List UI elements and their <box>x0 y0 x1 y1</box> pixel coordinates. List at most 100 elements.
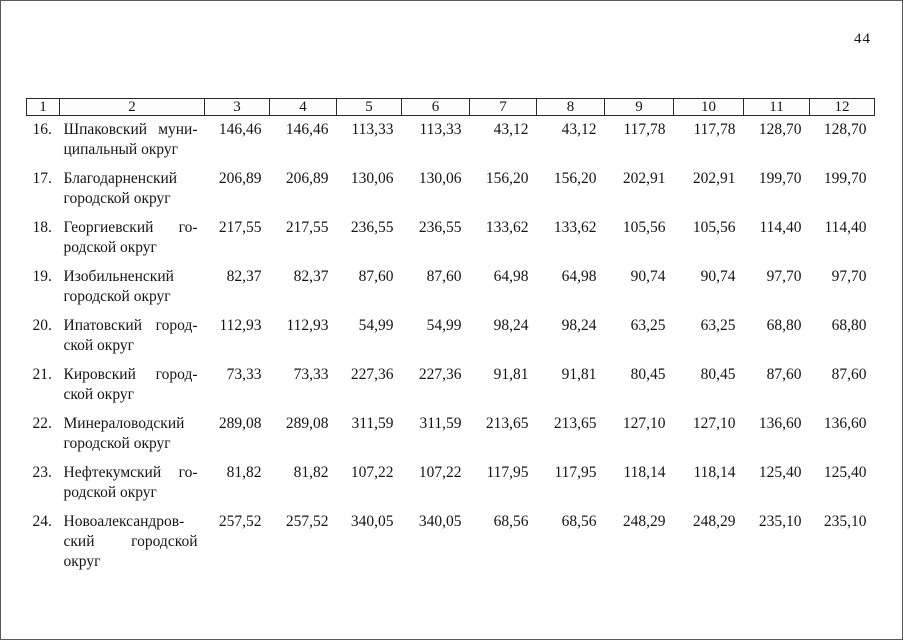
district-name-line: городской округ <box>63 435 171 452</box>
value-cell: 43,12 <box>493 121 529 138</box>
value-cell: 90,74 <box>630 268 666 285</box>
value-cell: 81,82 <box>293 464 329 481</box>
value-cell: 311,59 <box>351 415 394 432</box>
value-cell: 64,98 <box>493 268 529 285</box>
value-cell: 87,60 <box>426 268 462 285</box>
value-cell: 311,59 <box>419 415 462 432</box>
value-cell: 113,33 <box>419 121 462 138</box>
table-row: 23. Нефтекумский го-родской округ 81,82 81,… <box>27 459 875 508</box>
value-cell: 248,29 <box>692 513 736 530</box>
district-name: Благодарненский городской округ <box>60 165 205 214</box>
value-cell: 136,60 <box>823 415 867 432</box>
value-cell: 107,22 <box>418 464 462 481</box>
value-cell: 64,98 <box>561 268 597 285</box>
district-name-line: Ипатовский город- <box>63 317 198 334</box>
value-cell: 128,70 <box>758 121 802 138</box>
value-cell: 87,60 <box>831 366 867 383</box>
value-cell: 146,46 <box>285 121 329 138</box>
district-name-line: Минераловодский <box>63 415 185 432</box>
row-number: 22. <box>32 415 52 432</box>
value-cell: 90,74 <box>700 268 736 285</box>
column-header: 3 <box>204 98 270 116</box>
value-cell: 136,60 <box>758 415 802 432</box>
value-cell: 54,99 <box>358 317 394 334</box>
table-row: 24. Новоалександров-ский городской округ 25… <box>27 508 875 577</box>
district-name: Георгиевский го-родской округ <box>60 214 205 263</box>
value-cell: 73,33 <box>226 366 262 383</box>
value-cell: 206,89 <box>285 170 329 187</box>
value-cell: 257,52 <box>285 513 329 530</box>
value-cell: 97,70 <box>766 268 802 285</box>
row-number: 19. <box>32 268 52 285</box>
value-cell: 117,78 <box>623 121 666 138</box>
district-name-line: округ <box>63 553 101 570</box>
value-cell: 199,70 <box>823 170 867 187</box>
district-name-line: Изобильненский <box>63 268 174 285</box>
value-cell: 202,91 <box>622 170 666 187</box>
value-cell: 217,55 <box>218 219 262 236</box>
value-cell: 248,29 <box>622 513 666 530</box>
value-cell: 80,45 <box>630 366 666 383</box>
value-cell: 257,52 <box>218 513 262 530</box>
value-cell: 227,36 <box>418 366 462 383</box>
column-header: 8 <box>536 98 605 116</box>
value-cell: 63,25 <box>700 317 736 334</box>
value-cell: 113,33 <box>351 121 394 138</box>
district-name-line: Новоалександров- <box>63 513 185 530</box>
column-header: 1 <box>26 98 60 116</box>
value-cell: 235,10 <box>758 513 802 530</box>
value-cell: 97,70 <box>831 268 867 285</box>
table-row: 16. Шпаковский муни-ципальный округ 146,46… <box>27 116 875 166</box>
value-cell: 114,40 <box>824 219 867 236</box>
value-cell: 114,40 <box>759 219 802 236</box>
value-cell: 118,14 <box>623 464 666 481</box>
district-name-line: городской округ <box>63 288 171 305</box>
value-cell: 125,40 <box>758 464 802 481</box>
value-cell: 68,80 <box>831 317 867 334</box>
district-name-line: ципальный округ <box>63 141 179 158</box>
table-row: 21. Кировский город-ской округ 73,33 73,33 2… <box>27 361 875 410</box>
value-cell: 87,60 <box>766 366 802 383</box>
value-cell: 105,56 <box>622 219 666 236</box>
column-header: 5 <box>336 98 402 116</box>
value-cell: 91,81 <box>493 366 529 383</box>
value-cell: 82,37 <box>293 268 329 285</box>
row-number: 17. <box>32 170 52 187</box>
column-header: 11 <box>743 98 810 116</box>
district-name: Кировский город-ской округ <box>60 361 205 410</box>
column-header: 2 <box>59 98 205 116</box>
value-cell: 236,55 <box>350 219 394 236</box>
value-cell: 117,95 <box>486 464 529 481</box>
header-row: 1 2 3 4 5 6 7 8 9 10 11 12 <box>26 98 875 116</box>
value-cell: 63,25 <box>630 317 666 334</box>
column-header: 12 <box>809 98 875 116</box>
value-cell: 206,89 <box>218 170 262 187</box>
value-cell: 68,56 <box>493 513 529 530</box>
district-name: Ипатовский город-ской округ <box>60 312 205 361</box>
district-name-line: Георгиевский го- <box>63 219 198 236</box>
district-name-line: Нефтекумский го- <box>63 464 198 481</box>
district-name-line: ской округ <box>63 386 134 403</box>
value-cell: 199,70 <box>758 170 802 187</box>
district-name-line: Кировский город- <box>63 366 198 383</box>
column-header: 9 <box>604 98 674 116</box>
row-number: 20. <box>32 317 52 334</box>
value-cell: 127,10 <box>692 415 736 432</box>
value-cell: 236,55 <box>418 219 462 236</box>
value-cell: 112,93 <box>286 317 329 334</box>
column-header: 10 <box>673 98 744 116</box>
column-header: 6 <box>401 98 470 116</box>
value-cell: 118,14 <box>693 464 736 481</box>
value-cell: 98,24 <box>493 317 529 334</box>
value-cell: 340,05 <box>418 513 462 530</box>
value-cell: 125,40 <box>823 464 867 481</box>
value-cell: 68,80 <box>766 317 802 334</box>
value-cell: 156,20 <box>553 170 597 187</box>
row-number: 21. <box>32 366 52 383</box>
district-name-line: Благодарненский <box>63 170 178 187</box>
value-cell: 87,60 <box>358 268 394 285</box>
value-cell: 105,56 <box>692 219 736 236</box>
table-header: 1 2 3 4 5 6 7 8 9 10 11 12 <box>26 98 875 116</box>
table-row: 17. Благодарненский городской округ 206,89 2… <box>27 165 875 214</box>
